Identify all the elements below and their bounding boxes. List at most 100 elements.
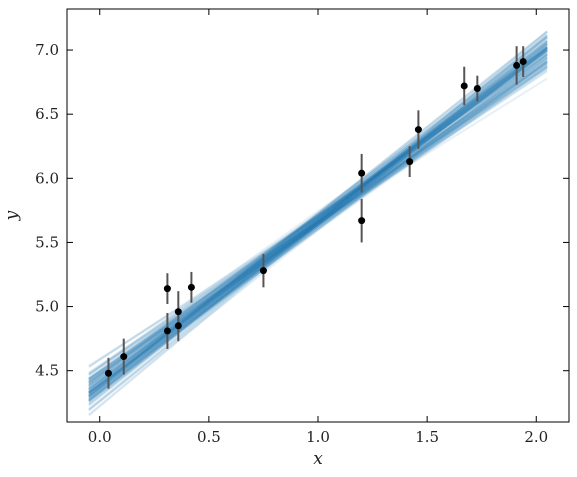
posterior-line bbox=[88, 56, 548, 401]
posterior-line bbox=[88, 35, 548, 399]
posterior-line bbox=[88, 43, 548, 402]
posterior-line bbox=[88, 59, 548, 380]
x-tick-label: 0.5 bbox=[197, 428, 221, 446]
data-point bbox=[460, 82, 468, 90]
y-axis-label: y bbox=[2, 210, 22, 221]
posterior-line bbox=[88, 65, 548, 395]
x-axis-ticks: 0.0 0.5 1.0 1.5 2.0 bbox=[88, 9, 548, 446]
posterior-line bbox=[88, 39, 548, 403]
posterior-line bbox=[88, 58, 548, 394]
posterior-line bbox=[88, 40, 548, 385]
posterior-line bbox=[88, 30, 548, 417]
posterior-line bbox=[88, 47, 548, 402]
posterior-line bbox=[88, 39, 548, 407]
posterior-line bbox=[88, 43, 548, 396]
data-point bbox=[174, 308, 182, 316]
posterior-line bbox=[88, 53, 548, 403]
posterior-line bbox=[88, 67, 548, 368]
y-tick-label: 6.5 bbox=[35, 105, 59, 123]
posterior-line bbox=[88, 30, 548, 398]
posterior-line bbox=[88, 53, 548, 398]
posterior-line bbox=[88, 47, 548, 376]
y-tick-label: 6.0 bbox=[35, 169, 59, 187]
posterior-line bbox=[88, 43, 548, 395]
posterior-line bbox=[88, 45, 548, 402]
posterior-line bbox=[88, 52, 548, 377]
posterior-line bbox=[88, 47, 548, 394]
data-point bbox=[163, 285, 171, 293]
data-point bbox=[259, 267, 267, 275]
posterior-line bbox=[88, 49, 548, 384]
y-tick-label: 7.0 bbox=[35, 41, 59, 59]
posterior-line bbox=[88, 62, 548, 368]
data-point bbox=[358, 217, 366, 225]
posterior-line bbox=[88, 60, 548, 374]
data-point bbox=[406, 158, 414, 166]
posterior-line bbox=[88, 65, 548, 381]
posterior-line bbox=[88, 48, 548, 403]
x-tick-label: 1.5 bbox=[415, 428, 439, 446]
posterior-line bbox=[88, 54, 548, 380]
posterior-line bbox=[88, 65, 548, 382]
posterior-line bbox=[88, 49, 548, 395]
data-point bbox=[187, 283, 195, 291]
posterior-line bbox=[88, 31, 548, 398]
posterior-line bbox=[88, 62, 548, 380]
posterior-line bbox=[88, 55, 548, 376]
posterior-line bbox=[88, 35, 548, 406]
posterior-line bbox=[88, 41, 548, 394]
posterior-line bbox=[88, 47, 548, 384]
posterior-line bbox=[88, 48, 548, 402]
posterior-line bbox=[88, 30, 548, 396]
posterior-line bbox=[88, 33, 548, 397]
data-point bbox=[358, 169, 366, 177]
posterior-line bbox=[88, 49, 548, 382]
posterior-line bbox=[88, 53, 548, 398]
x-axis-label: x bbox=[313, 449, 323, 469]
x-tick-label: 0.0 bbox=[88, 428, 112, 446]
posterior-line bbox=[88, 45, 548, 383]
x-tick-label: 2.0 bbox=[524, 428, 548, 446]
posterior-line bbox=[88, 48, 548, 399]
posterior-line bbox=[88, 41, 548, 400]
posterior-line bbox=[88, 61, 548, 399]
posterior-line bbox=[88, 40, 548, 405]
data-series bbox=[104, 46, 527, 389]
posterior-line bbox=[88, 50, 548, 394]
x-tick-label: 1.0 bbox=[306, 428, 330, 446]
y-tick-label: 5.0 bbox=[35, 298, 59, 316]
posterior-line bbox=[88, 65, 548, 376]
posterior-line bbox=[88, 46, 548, 396]
posterior-line bbox=[88, 39, 548, 398]
data-point bbox=[513, 61, 521, 69]
posterior-line bbox=[88, 51, 548, 392]
posterior-line bbox=[88, 49, 548, 384]
data-point bbox=[120, 353, 128, 361]
posterior-line bbox=[88, 54, 548, 380]
posterior-line bbox=[88, 68, 548, 381]
posterior-line bbox=[88, 55, 548, 393]
data-point bbox=[174, 322, 182, 330]
posterior-line bbox=[88, 43, 548, 401]
posterior-line bbox=[88, 53, 548, 379]
data-point bbox=[473, 85, 481, 93]
posterior-line bbox=[88, 33, 548, 411]
posterior-line bbox=[88, 48, 548, 411]
y-tick-label: 5.5 bbox=[35, 233, 59, 251]
posterior-line bbox=[88, 63, 548, 381]
posterior-line bbox=[88, 45, 548, 395]
posterior-line bbox=[88, 34, 548, 402]
posterior-line bbox=[88, 65, 548, 390]
posterior-line bbox=[88, 70, 548, 374]
posterior-line bbox=[88, 46, 548, 397]
posterior-line bbox=[88, 36, 548, 412]
posterior-line bbox=[88, 43, 548, 399]
data-point bbox=[414, 126, 422, 134]
posterior-line bbox=[88, 47, 548, 394]
posterior-line bbox=[88, 62, 548, 394]
posterior-line bbox=[88, 36, 548, 416]
posterior-line bbox=[88, 42, 548, 394]
data-point bbox=[104, 369, 112, 377]
